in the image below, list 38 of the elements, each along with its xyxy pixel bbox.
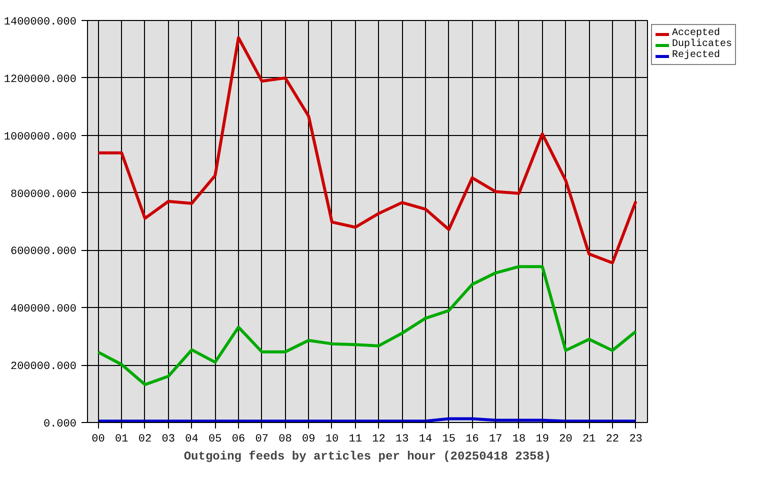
x-tick-label: 11 [348,434,362,446]
x-tick-label: 17 [488,434,502,446]
x-tick-label: 02 [138,434,152,446]
y-tick-label: 0.000 [43,418,77,430]
legend-label: Accepted [672,28,720,39]
line-series [96,265,638,386]
x-tick-label: 05 [208,434,222,446]
x-tick-label: 18 [512,434,526,446]
y-tick-label: 800000.000 [10,188,77,201]
line-series [96,36,638,264]
x-tick-label: 10 [325,434,339,446]
y-tick-label: 1000000.000 [4,131,77,144]
y-tick-label: 200000.000 [10,361,77,374]
y-tick-label: 1200000.000 [4,74,77,86]
x-tick-label: 14 [418,434,432,446]
x-tick-label: 09 [302,434,316,446]
x-tick-label: 03 [162,434,175,446]
x-tick-label: 07 [255,434,268,446]
x-tick-label: 20 [559,434,572,446]
x-tick-label: 22 [606,434,620,446]
x-tick-label: 16 [466,434,479,446]
x-tick-label: 00 [92,434,105,446]
y-tick-label: 400000.000 [10,304,77,316]
x-tick-label: 04 [185,434,199,446]
x-tick-label: 23 [629,434,642,446]
x-tick-label: 12 [372,434,386,446]
legend-label: Rejected [672,50,720,61]
y-tick-label: 600000.000 [10,246,77,258]
x-tick-label: 13 [395,434,409,446]
x-axis-title: Outgoing feeds by articles per hour (20250418 2358) [184,450,552,464]
legend-label: Duplicates [672,39,732,50]
x-tick-label: 06 [232,434,246,446]
x-tick-label: 19 [536,434,549,446]
x-tick-label: 21 [582,434,596,446]
x-tick-label: 08 [278,434,292,446]
x-tick-label: 15 [442,434,456,446]
y-tick-label: 1400000.000 [4,16,77,28]
x-tick-label: 01 [115,434,129,446]
